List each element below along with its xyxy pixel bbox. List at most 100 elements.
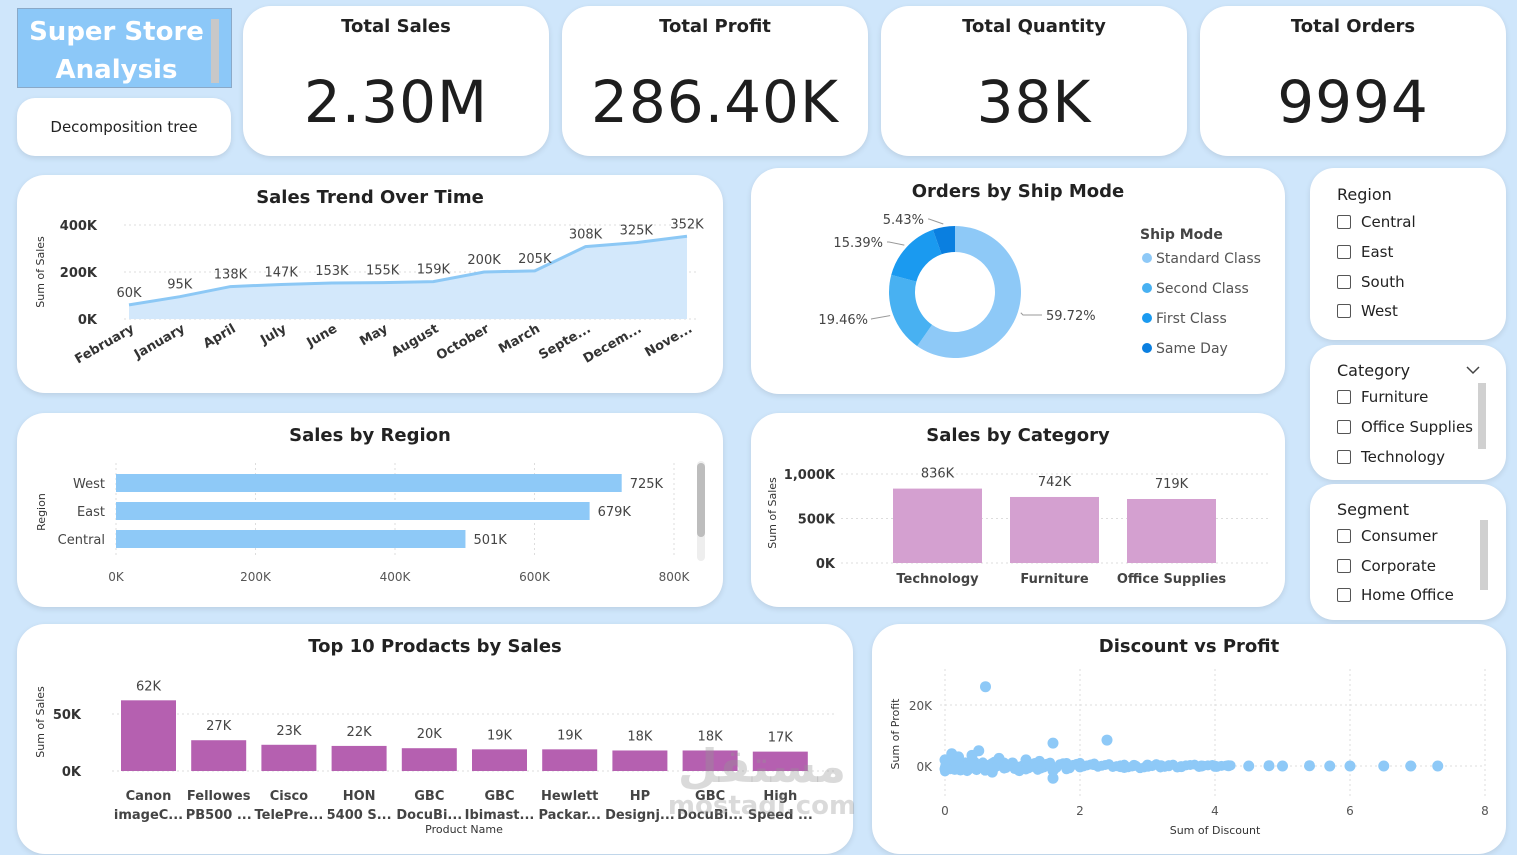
top-products-chart[interactable]: 0K 50K Sum of Sales 62K Canon imageC... 27K Fel… — [17, 624, 853, 854]
bar — [116, 474, 622, 492]
segment-slicer[interactable]: Segment Consumer Corporate Home Office — [1310, 484, 1506, 620]
checkbox[interactable] — [1337, 420, 1351, 434]
data-label: 22K — [347, 725, 373, 740]
y-tick-label: Central — [58, 533, 105, 548]
y-tick-label: 0K — [816, 557, 836, 572]
pie-slice — [932, 226, 955, 255]
region-option-south[interactable]: South — [1337, 273, 1405, 291]
data-label: 19.46% — [818, 313, 868, 328]
data-label: 62K — [136, 679, 162, 694]
kpi-value: 2.30M — [303, 68, 489, 136]
logo-title-line1: Super Store — [29, 17, 204, 47]
checkbox[interactable] — [1337, 588, 1351, 602]
data-label: 155K — [366, 264, 400, 279]
top-products-card[interactable]: Top 10 Prodacts by Sales 0K 50K Sum of Sal… — [17, 624, 853, 854]
region-slicer[interactable]: Region Central East South West — [1310, 168, 1506, 340]
logo-scrollbar[interactable] — [211, 19, 219, 83]
bar — [752, 751, 808, 771]
x-tick-label: 2 — [1076, 804, 1084, 818]
sales-by-category-chart[interactable]: 0K 500K 1,000K Sum of Sales 836K Technology 74… — [751, 413, 1285, 607]
x-tick-label: DocuBi... — [396, 808, 462, 823]
sales-by-region-chart[interactable]: 0K 200K 400K 600K 800K Region West 725K East 679K… — [17, 413, 723, 607]
x-tick-label: Speed ... — [748, 808, 813, 823]
segment-option-home-office[interactable]: Home Office — [1337, 586, 1454, 604]
region-option-east[interactable]: East — [1337, 243, 1393, 261]
y-axis-label: Sum of Sales — [34, 686, 47, 758]
chart-title: Sales Trend Over Time — [256, 187, 484, 208]
kpi-total-sales: Total Sales 2.30M — [243, 6, 549, 156]
chart-title: Discount vs Profit — [1098, 636, 1280, 657]
decomposition-tree-button[interactable]: Decomposition tree — [17, 98, 231, 156]
data-label: 719K — [1155, 477, 1189, 492]
slicer-title: Segment — [1337, 500, 1409, 519]
x-tick-label: 600K — [519, 570, 551, 584]
region-option-central[interactable]: Central — [1337, 213, 1416, 231]
sales-by-region-card[interactable]: Sales by Region 0K 200K 400K 600K 800K Region… — [17, 413, 723, 607]
x-tick-label: 200K — [240, 570, 272, 584]
scatter-point — [1047, 772, 1059, 784]
chevron-down-icon[interactable] — [1466, 365, 1480, 375]
leader-line — [928, 218, 944, 225]
bar — [261, 744, 317, 771]
checkbox[interactable] — [1337, 450, 1351, 464]
scatter-point — [973, 760, 984, 771]
x-tick-label: DocuBi... — [677, 808, 743, 823]
sales-by-category-card[interactable]: Sales by Category 0K 500K 1,000K Sum of Sal… — [751, 413, 1285, 607]
category-option-furniture[interactable]: Furniture — [1337, 388, 1428, 406]
checkbox[interactable] — [1337, 245, 1351, 259]
discount-vs-profit-chart[interactable]: 0 2 4 6 8 0K 20K Sum of Profit Sum of Discount — [872, 624, 1506, 854]
bar — [116, 530, 466, 548]
checkbox[interactable] — [1337, 559, 1351, 573]
category-option-office-supplies[interactable]: Office Supplies — [1337, 418, 1473, 436]
scatter-point — [993, 752, 1005, 764]
category-option-technology[interactable]: Technology — [1337, 448, 1445, 466]
x-tick-label: High — [763, 789, 797, 804]
trend-area — [129, 236, 687, 319]
scatter-point — [1061, 758, 1072, 770]
discount-vs-profit-card[interactable]: Discount vs Profit 0 2 4 6 8 0K 20K Sum of Prof… — [872, 624, 1506, 854]
chart-title: Orders by Ship Mode — [911, 181, 1125, 202]
scatter-point — [1013, 765, 1025, 777]
x-tick-label: imageC... — [114, 808, 183, 823]
segment-option-consumer[interactable]: Consumer — [1337, 527, 1438, 545]
checkbox[interactable] — [1337, 304, 1351, 318]
x-tick-label: October — [434, 321, 493, 364]
x-tick-label: Packar... — [538, 808, 600, 823]
x-tick-label: Fellowes — [187, 789, 251, 804]
x-tick-label: 4 — [1211, 804, 1219, 818]
segment-option-corporate[interactable]: Corporate — [1337, 557, 1436, 575]
y-tick-label: 20K — [909, 699, 933, 713]
legend-label: Second Class — [1156, 281, 1249, 297]
data-label: 138K — [214, 268, 248, 283]
data-label: 352K — [670, 217, 704, 232]
checkbox[interactable] — [1337, 529, 1351, 543]
scatter-point — [1432, 760, 1444, 772]
segment-scrollbar[interactable] — [1480, 520, 1488, 590]
scatter-point — [1128, 759, 1140, 771]
chart-title: Sales by Category — [926, 425, 1110, 446]
category-slicer[interactable]: Category Furniture Office Supplies Techn… — [1310, 345, 1506, 480]
x-tick-label: GBC — [695, 789, 725, 804]
category-scrollbar[interactable] — [1478, 383, 1486, 449]
ship-mode-chart[interactable]: 59.72% 19.46% 15.39%5.43% Ship Mode Standard… — [751, 168, 1285, 394]
chart-title: Top 10 Prodacts by Sales — [308, 636, 562, 657]
ship-mode-card[interactable]: Orders by Ship Mode 59.72% 19.46% 15.39% 5.… — [751, 168, 1285, 394]
x-tick-label: Cisco — [270, 789, 308, 804]
x-tick-label: 6 — [1346, 804, 1354, 818]
y-axis-label: Region — [35, 493, 48, 531]
checkbox[interactable] — [1337, 275, 1351, 289]
legend-marker — [1142, 313, 1152, 323]
sales-trend-card[interactable]: Sales Trend Over Time 0K 200K 400K Sum of S… — [17, 175, 723, 393]
region-option-west[interactable]: West — [1337, 302, 1398, 320]
x-tick-label: May — [357, 321, 391, 349]
kpi-value: 38K — [976, 68, 1092, 136]
kpi-title: Total Orders — [1290, 16, 1416, 37]
scatter-point — [1405, 760, 1417, 772]
checkbox[interactable] — [1337, 215, 1351, 229]
data-label: 153K — [315, 264, 349, 279]
checkbox[interactable] — [1337, 390, 1351, 404]
x-tick-label: 0 — [941, 804, 949, 818]
sales-trend-chart[interactable]: 0K 200K 400K Sum of Sales 60K February 95K Janu… — [17, 175, 723, 393]
bar — [116, 502, 590, 520]
x-tick-label: HP — [630, 789, 650, 804]
